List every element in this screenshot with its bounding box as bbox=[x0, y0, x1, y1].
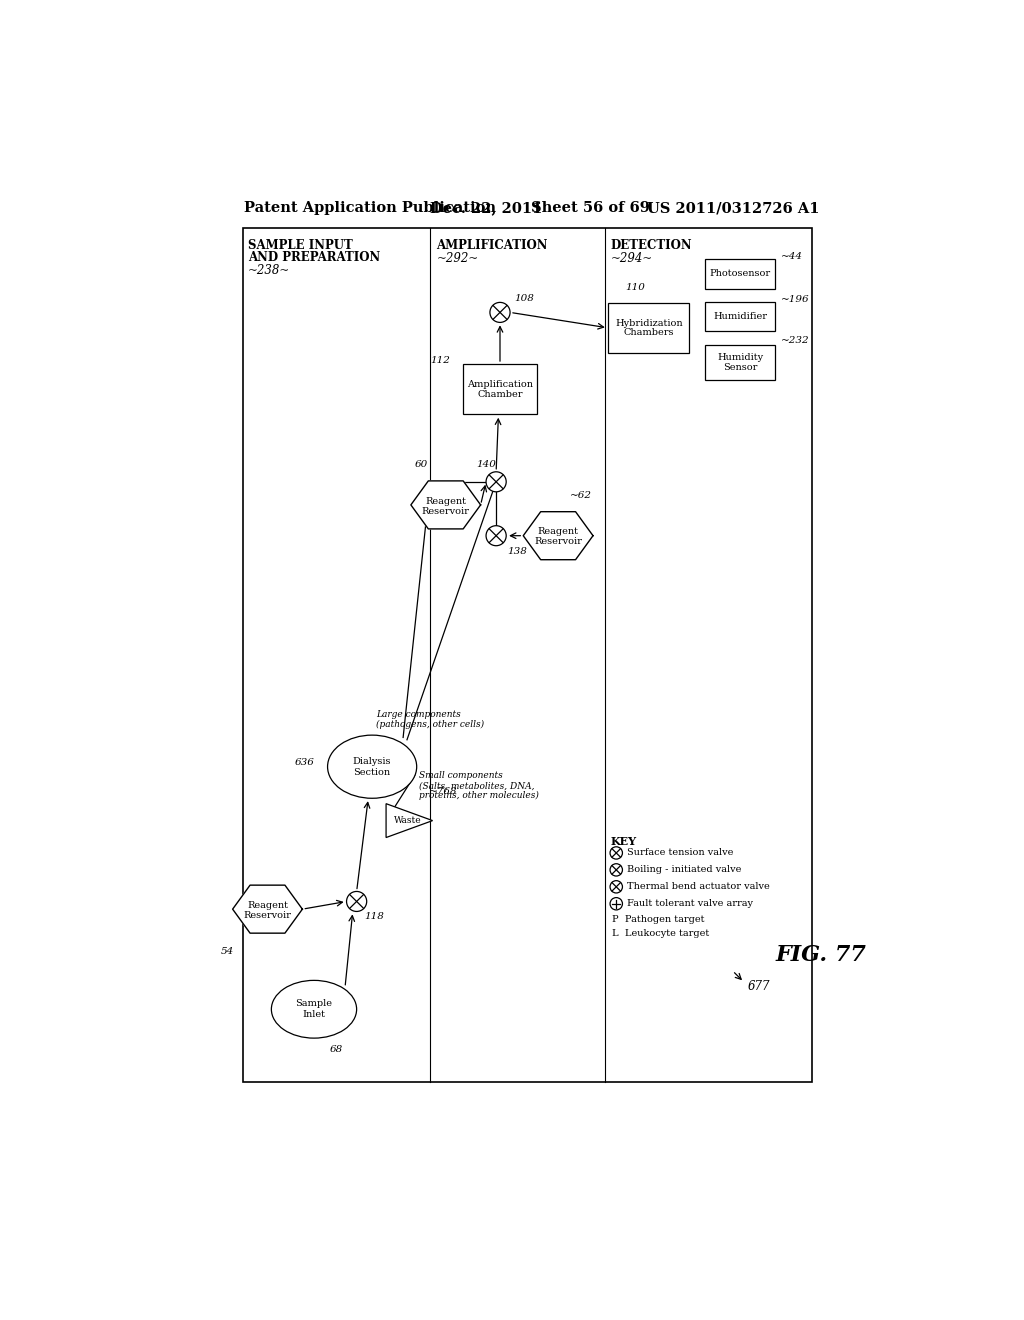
Text: 54: 54 bbox=[221, 946, 234, 956]
Text: Reagent: Reagent bbox=[425, 496, 466, 506]
Text: 636: 636 bbox=[295, 759, 314, 767]
Text: KEY: KEY bbox=[610, 836, 636, 847]
Text: (pathogens, other cells): (pathogens, other cells) bbox=[376, 719, 484, 729]
Text: 68: 68 bbox=[330, 1045, 343, 1053]
Circle shape bbox=[486, 471, 506, 492]
Text: Fault tolerant valve array: Fault tolerant valve array bbox=[627, 899, 753, 908]
Text: Thermal bend actuator valve: Thermal bend actuator valve bbox=[627, 882, 770, 891]
Bar bbox=[706, 259, 775, 289]
Text: Photosensor: Photosensor bbox=[710, 269, 771, 279]
Text: Small components: Small components bbox=[419, 771, 503, 780]
Text: AND PREPARATION: AND PREPARATION bbox=[248, 251, 380, 264]
Text: 118: 118 bbox=[365, 912, 384, 921]
Text: DETECTION: DETECTION bbox=[611, 239, 692, 252]
Bar bbox=[243, 227, 812, 1082]
Text: SAMPLE INPUT: SAMPLE INPUT bbox=[248, 239, 353, 252]
Text: Humidity: Humidity bbox=[717, 354, 763, 362]
Text: 140: 140 bbox=[477, 461, 497, 470]
Ellipse shape bbox=[328, 735, 417, 799]
Text: 677: 677 bbox=[748, 979, 770, 993]
Text: FIG. 77: FIG. 77 bbox=[775, 944, 866, 966]
Text: Inlet: Inlet bbox=[302, 1010, 326, 1019]
Text: Sheet 56 of 69: Sheet 56 of 69 bbox=[531, 202, 650, 215]
Text: Waste: Waste bbox=[394, 816, 422, 825]
Text: Amplification: Amplification bbox=[467, 380, 534, 389]
Text: 110: 110 bbox=[626, 284, 645, 292]
Text: AMPLIFICATION: AMPLIFICATION bbox=[436, 239, 548, 252]
Text: US 2011/0312726 A1: US 2011/0312726 A1 bbox=[647, 202, 820, 215]
Text: Reservoir: Reservoir bbox=[422, 507, 470, 516]
Text: (Salts, metabolites, DNA,: (Salts, metabolites, DNA, bbox=[419, 781, 535, 791]
Circle shape bbox=[489, 302, 510, 322]
Text: ~62: ~62 bbox=[569, 491, 592, 500]
Polygon shape bbox=[232, 886, 302, 933]
Text: ~196: ~196 bbox=[781, 294, 810, 304]
Text: L  Leukocyte target: L Leukocyte target bbox=[611, 928, 709, 937]
Text: Surface tension valve: Surface tension valve bbox=[627, 849, 733, 858]
Text: ~44: ~44 bbox=[781, 252, 803, 261]
Bar bbox=[608, 302, 689, 352]
Text: 108: 108 bbox=[514, 294, 534, 304]
Text: 60: 60 bbox=[415, 461, 428, 470]
Text: ~292~: ~292~ bbox=[436, 252, 478, 265]
Text: Humidifier: Humidifier bbox=[714, 312, 767, 321]
Text: 138: 138 bbox=[508, 546, 527, 556]
Text: Hybridization: Hybridization bbox=[615, 318, 683, 327]
Text: ~232: ~232 bbox=[781, 337, 810, 346]
Circle shape bbox=[486, 525, 506, 545]
Circle shape bbox=[610, 880, 623, 894]
Text: Reagent: Reagent bbox=[538, 528, 579, 536]
Text: Chamber: Chamber bbox=[477, 389, 522, 399]
Text: Dec. 22, 2011: Dec. 22, 2011 bbox=[430, 202, 543, 215]
Bar bbox=[463, 364, 537, 414]
Text: Sensor: Sensor bbox=[723, 363, 758, 371]
Text: Patent Application Publication: Patent Application Publication bbox=[245, 202, 497, 215]
Text: proteins, other molecules): proteins, other molecules) bbox=[419, 791, 539, 800]
Text: P  Pathogen target: P Pathogen target bbox=[611, 915, 705, 924]
Text: Large components: Large components bbox=[376, 710, 461, 718]
Text: Section: Section bbox=[353, 768, 391, 776]
Polygon shape bbox=[523, 512, 593, 560]
Ellipse shape bbox=[271, 981, 356, 1038]
Text: Reservoir: Reservoir bbox=[535, 537, 582, 546]
Text: 112: 112 bbox=[430, 355, 451, 364]
Text: ~768: ~768 bbox=[429, 787, 458, 796]
Polygon shape bbox=[386, 804, 432, 838]
Bar bbox=[706, 302, 775, 331]
Text: Dialysis: Dialysis bbox=[353, 756, 391, 766]
Circle shape bbox=[610, 898, 623, 909]
Text: ~238~: ~238~ bbox=[248, 264, 291, 277]
Text: Chambers: Chambers bbox=[624, 327, 674, 337]
Bar bbox=[706, 345, 775, 380]
Polygon shape bbox=[411, 480, 480, 529]
Text: Reagent: Reagent bbox=[247, 900, 288, 909]
Text: ~294~: ~294~ bbox=[611, 252, 653, 265]
Text: Reservoir: Reservoir bbox=[244, 911, 292, 920]
Circle shape bbox=[346, 891, 367, 911]
Text: Sample: Sample bbox=[296, 999, 333, 1008]
Text: Boiling - initiated valve: Boiling - initiated valve bbox=[627, 866, 741, 874]
Circle shape bbox=[610, 847, 623, 859]
Circle shape bbox=[610, 863, 623, 876]
